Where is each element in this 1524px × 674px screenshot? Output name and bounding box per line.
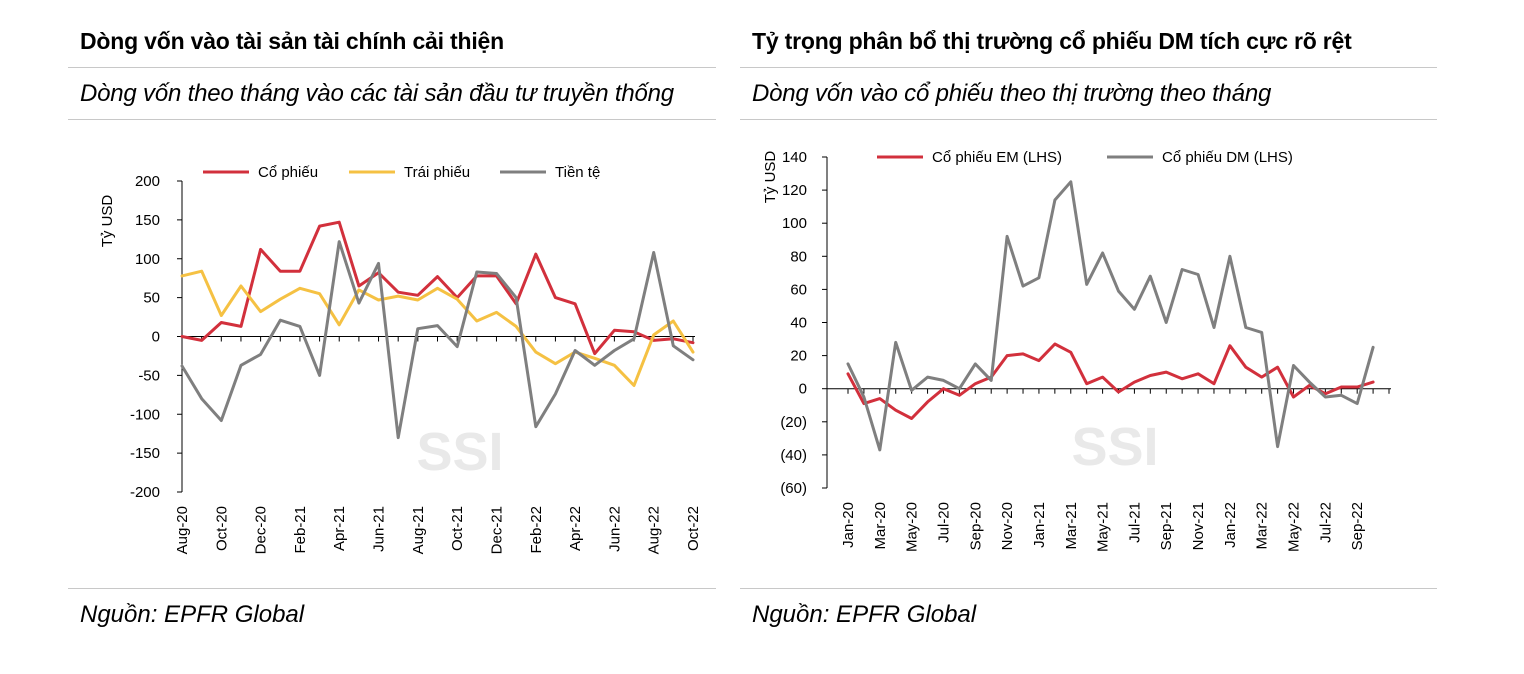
right-x-tick-label: Jan-20 [840, 502, 857, 548]
right-y-axis-title: Tỷ USD [762, 151, 779, 204]
right-x-tick-label: Jan-21 [1031, 502, 1048, 548]
left-subtitle-rule [68, 119, 716, 120]
right-y-tick-label: 120 [782, 182, 807, 199]
right-series-line-1 [846, 342, 1375, 420]
right-legend-label: Cổ phiếu DM (LHS) [1162, 149, 1293, 166]
right-x-tick-label: Sep-20 [967, 502, 984, 550]
left-y-tick-label: 0 [152, 329, 160, 346]
right-x-tick-label: Jul-21 [1126, 502, 1143, 543]
left-title-rule [68, 67, 716, 68]
right-y-tick-label: 20 [790, 348, 807, 365]
right-y-tick-label: 140 [782, 149, 807, 166]
right-x-tick-label: Jul-22 [1317, 502, 1334, 543]
right-x-tick-label: Sep-21 [1158, 502, 1175, 550]
left-y-axis-title: Tỷ USD [99, 195, 116, 248]
right-series-line-2 [846, 180, 1375, 452]
left-source-rule [68, 588, 716, 589]
left-chart-subtitle: Dòng vốn theo tháng vào các tài sản đầu … [80, 80, 674, 107]
right-x-tick-label: Nov-20 [999, 502, 1016, 550]
right-y-tick-label: 40 [790, 315, 807, 332]
right-x-tick-label: Jul-20 [935, 502, 952, 543]
left-y-tick-label: -200 [130, 484, 160, 501]
right-chart-subtitle: Dòng vốn vào cổ phiếu theo thị trường th… [752, 80, 1272, 107]
right-legend-label: Cổ phiếu EM (LHS) [932, 149, 1062, 166]
right-source-rule [740, 588, 1437, 589]
left-watermark: SSI [416, 422, 503, 482]
right-y-tick-label: 80 [790, 248, 807, 265]
right-x-tick-label: Mar-20 [872, 502, 889, 550]
left-chart: SSI 200 150 100 50 0 -50 -100 -150 -200 Tỷ USD Aug-… [99, 164, 702, 554]
left-x-tick-label: Jun-22 [606, 506, 623, 552]
right-chart-title: Tỷ trọng phân bổ thị trường cổ phiếu DM … [752, 28, 1352, 54]
left-y-tick-label: 200 [135, 173, 160, 190]
right-y-tick-label: 60 [790, 281, 807, 298]
right-x-tick-label: Mar-21 [1063, 502, 1080, 550]
right-x-tick-label: Mar-22 [1254, 502, 1271, 550]
left-x-tick-label: Jun-21 [371, 506, 388, 552]
right-y-tick-label: (40) [780, 447, 807, 464]
left-legend-label: Tiền tệ [555, 164, 600, 181]
left-x-tick-label: Aug-20 [174, 506, 191, 554]
left-y-tick-label: -150 [130, 445, 160, 462]
left-source-note: Nguồn: EPFR Global [80, 601, 305, 628]
left-y-tick-label: 100 [135, 251, 160, 268]
left-x-tick-label: Apr-22 [567, 506, 584, 551]
right-watermark: SSI [1071, 417, 1158, 477]
left-x-tick-label: Aug-22 [646, 506, 663, 554]
left-series-line-2 [180, 269, 695, 387]
left-series-line-3 [180, 240, 695, 440]
right-x-tick-label: May-22 [1286, 502, 1303, 552]
left-x-tick-label: Feb-21 [292, 506, 309, 554]
right-chart: SSI 140 120 100 80 60 40 20 0 (20) (40) (60) Tỷ USD J… [762, 149, 1391, 552]
left-panel: Dòng vốn vào tài sản tài chính cải thiện… [68, 0, 716, 674]
right-panel: Tỷ trọng phân bổ thị trường cổ phiếu DM … [740, 0, 1437, 674]
right-x-tick-label: Sep-22 [1349, 502, 1366, 550]
right-y-tick-label: 100 [782, 215, 807, 232]
left-y-tick-label: -50 [138, 367, 160, 384]
right-source-note: Nguồn: EPFR Global [752, 601, 977, 628]
right-y-tick-label: (20) [780, 414, 807, 431]
left-x-tick-label: Oct-20 [213, 506, 230, 551]
left-x-tick-label: Dec-20 [253, 506, 270, 554]
left-legend-label: Trái phiếu [404, 164, 470, 181]
right-x-tick-label: Nov-21 [1190, 502, 1207, 550]
right-x-tick-label: May-21 [1095, 502, 1112, 552]
left-legend-label: Cổ phiếu [258, 164, 318, 181]
right-subtitle-rule [740, 119, 1437, 120]
left-x-tick-label: Oct-22 [685, 506, 702, 551]
left-x-tick-label: Feb-22 [528, 506, 545, 554]
left-y-tick-label: -100 [130, 406, 160, 423]
left-series-line-1 [180, 220, 695, 356]
left-x-tick-label: Apr-21 [331, 506, 348, 551]
right-title-rule [740, 67, 1437, 68]
right-y-tick-label: 0 [799, 381, 807, 398]
right-y-tick-label: (60) [780, 480, 807, 497]
left-x-tick-label: Aug-21 [410, 506, 427, 554]
left-chart-title: Dòng vốn vào tài sản tài chính cải thiện [80, 28, 504, 54]
left-y-tick-label: 50 [143, 290, 160, 307]
left-x-tick-label: Oct-21 [449, 506, 466, 551]
right-x-tick-label: Jan-22 [1222, 502, 1239, 548]
right-x-tick-label: May-20 [904, 502, 921, 552]
left-y-tick-label: 150 [135, 212, 160, 229]
left-x-tick-label: Dec-21 [488, 506, 505, 554]
